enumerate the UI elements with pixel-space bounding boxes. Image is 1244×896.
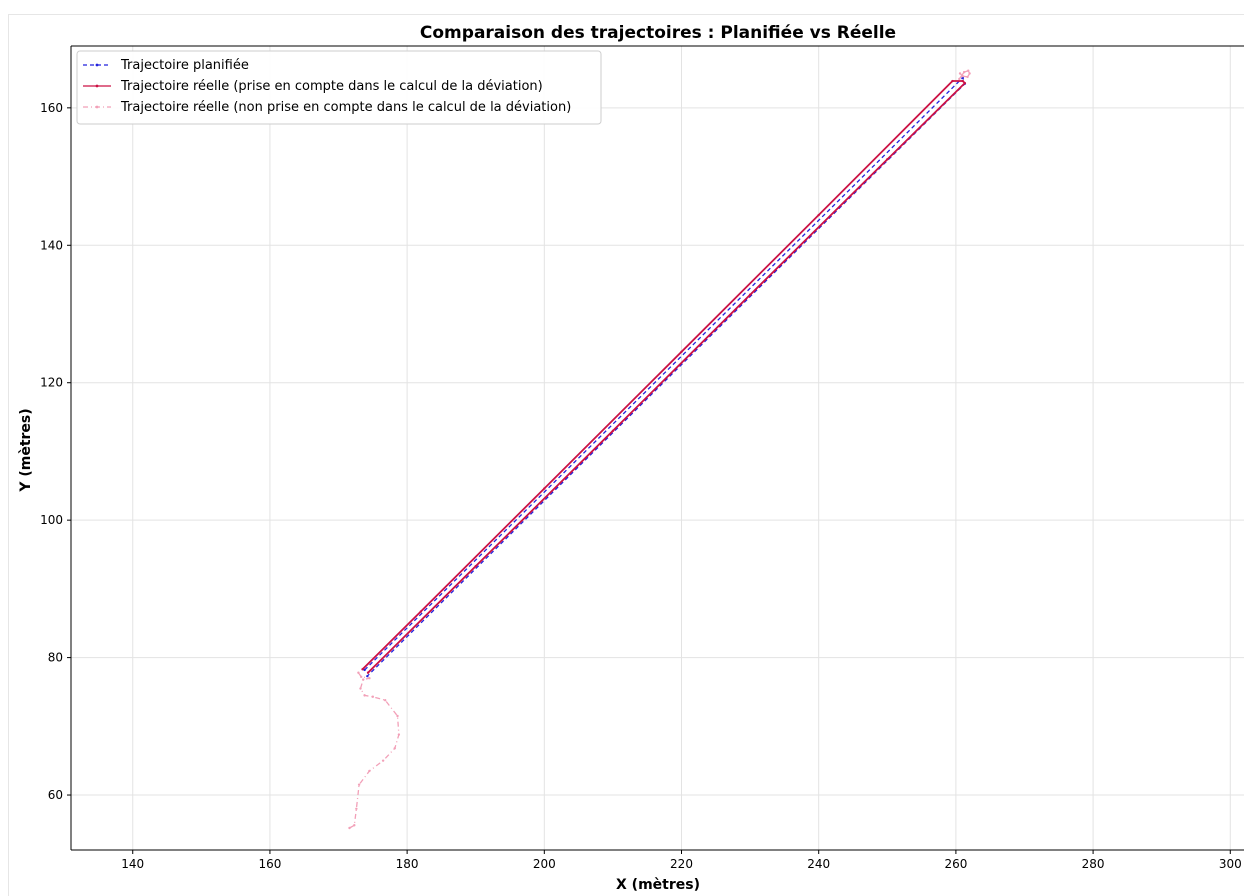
series-1-point bbox=[680, 350, 683, 353]
x-tick-labels: 140 160 180 200 220 240 260 280 300 bbox=[121, 857, 1241, 871]
series-1-point bbox=[366, 671, 370, 674]
series-line-2 bbox=[349, 672, 400, 829]
series-1-point bbox=[963, 81, 967, 85]
x-tick-label: 240 bbox=[807, 857, 830, 871]
y-tick-label: 80 bbox=[48, 651, 63, 665]
series-1-point bbox=[419, 610, 423, 613]
series-3-point bbox=[958, 77, 961, 81]
series-2-point bbox=[355, 807, 358, 810]
series-3-point bbox=[968, 72, 971, 75]
series-2-point bbox=[368, 769, 371, 773]
x-tick-label: 200 bbox=[533, 857, 556, 871]
x-tick-label: 260 bbox=[944, 857, 967, 871]
x-tick-label: 300 bbox=[1219, 857, 1242, 871]
series-2-point bbox=[368, 677, 371, 680]
series-2-point bbox=[357, 783, 361, 786]
series-2-point bbox=[371, 695, 375, 698]
y-tick-label: 160 bbox=[40, 101, 63, 115]
legend-label: Trajectoire réelle (non prise en compte … bbox=[120, 100, 571, 115]
series-line-0 bbox=[364, 76, 966, 677]
series-2-point bbox=[362, 678, 365, 681]
x-tick-label: 220 bbox=[670, 857, 693, 871]
x-tick-label: 140 bbox=[121, 857, 144, 871]
legend: Trajectoire planifiée Trajectoire réelle … bbox=[76, 50, 602, 125]
series-3-point bbox=[961, 75, 964, 78]
series-0-point bbox=[366, 674, 369, 678]
series-3-point bbox=[962, 70, 966, 74]
series-1-point bbox=[611, 429, 615, 433]
x-tick-label: 280 bbox=[1082, 857, 1105, 871]
figure-frame bbox=[8, 14, 1244, 896]
y-tick-label: 60 bbox=[48, 788, 63, 802]
legend-marker bbox=[95, 105, 99, 109]
series-2-point bbox=[397, 733, 401, 736]
series-2-point bbox=[381, 759, 385, 762]
series-1-point bbox=[361, 668, 364, 671]
y-tick-label: 140 bbox=[40, 238, 63, 252]
y-axis-label: Y (mètres) bbox=[18, 408, 34, 492]
series-2-point bbox=[363, 694, 366, 697]
series-layer bbox=[348, 69, 971, 830]
legend-box bbox=[76, 50, 602, 125]
series-2-point bbox=[383, 698, 387, 702]
chart-title: Comparaison des trajectoires : Planifiée… bbox=[420, 23, 896, 43]
y-tick-labels: 60 80 100 120 140 160 bbox=[40, 101, 63, 802]
series-2-point bbox=[396, 714, 399, 718]
series-2-point bbox=[348, 826, 351, 830]
series-1-point bbox=[886, 158, 889, 161]
series-line-1 bbox=[361, 80, 966, 674]
x-tick-label: 180 bbox=[396, 857, 419, 871]
series-2-point bbox=[359, 675, 363, 679]
series-1-point bbox=[817, 213, 820, 217]
series-1-point bbox=[543, 487, 546, 490]
legend-marker bbox=[95, 63, 99, 67]
series-3-point bbox=[966, 75, 969, 79]
legend-label: Trajectoire planifiée bbox=[120, 58, 249, 73]
legend-marker bbox=[95, 84, 99, 88]
series-2-point bbox=[357, 671, 360, 674]
x-axis-label: X (mètres) bbox=[616, 877, 700, 893]
series-1-point bbox=[748, 293, 752, 296]
series-1-point bbox=[961, 79, 964, 83]
legend-label: Trajectoire réelle (prise en compte dans… bbox=[120, 79, 543, 94]
series-3-point bbox=[958, 72, 962, 75]
grid-lines bbox=[71, 46, 1244, 850]
series-1-point bbox=[474, 564, 477, 568]
series-2-point bbox=[353, 824, 356, 827]
series-1-point bbox=[951, 79, 954, 83]
series-0-point bbox=[363, 668, 366, 672]
series-3-point bbox=[967, 69, 970, 72]
series-2-point bbox=[359, 687, 362, 690]
axes bbox=[67, 45, 1244, 854]
y-tick-label: 120 bbox=[40, 376, 63, 390]
y-tick-label: 100 bbox=[40, 513, 63, 527]
series-2-point bbox=[393, 747, 396, 750]
x-tick-label: 160 bbox=[258, 857, 281, 871]
